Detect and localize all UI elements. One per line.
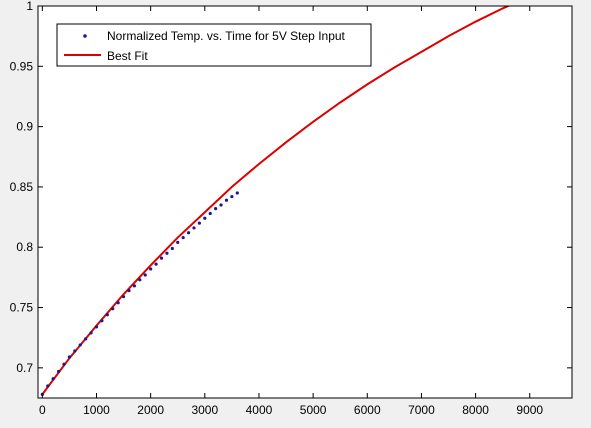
data-point [78,343,82,347]
data-point [197,221,201,225]
data-point [176,240,180,245]
data-point [143,273,147,277]
axes-background [38,6,572,398]
x-tick-label: 8000 [462,403,489,417]
data-point [100,319,104,323]
x-tick-label: 5000 [300,403,327,417]
data-point [73,349,77,353]
plot-area [40,6,572,396]
x-axis-ticks: 0 1000 2000 3000 4000 5000 6000 7000 8000 9000 [39,6,543,417]
y-tick-label: 0.8 [16,240,33,254]
best-fit-line [41,6,572,395]
data-point [149,267,153,271]
legend: Normalized Temp. vs. Time for 5V Step In… [56,23,372,67]
data-point [62,362,66,366]
data-point [56,369,61,374]
x-tick-label: 7000 [408,403,435,417]
legend-label-data: Normalized Temp. vs. Time for 5V Step In… [107,29,346,43]
y-tick-label: 0.9 [16,120,33,134]
data-point [214,207,218,211]
y-tick-label: 0.85 [10,180,34,194]
data-point [208,211,212,216]
data-point [224,198,229,202]
data-point [116,301,120,305]
data-point [132,284,136,288]
legend-entry-fit: Best Fit [64,49,148,63]
data-point [186,231,191,235]
x-tick-label: 2000 [137,403,164,417]
legend-label-fit: Best Fit [107,49,148,63]
x-tick-label: 4000 [246,403,273,417]
x-tick-label: 1000 [83,403,110,417]
data-point [84,337,88,341]
x-tick-label: 6000 [354,403,381,417]
legend-entry-data: Normalized Temp. vs. Time for 5V Step In… [83,29,346,43]
data-point [105,313,109,317]
data-point [94,325,99,329]
data-point [192,226,196,230]
y-tick-label: 0.7 [16,361,33,375]
x-tick-label: 3000 [191,403,218,417]
data-point [111,307,115,311]
x-tick-label: 9000 [516,403,543,417]
y-tick-label: 1 [26,0,33,13]
data-point [181,235,185,240]
data-point [230,194,234,199]
data-point [203,216,207,220]
data-point [51,377,55,381]
data-point [67,355,72,359]
data-point [46,384,50,388]
y-tick-label: 0.75 [10,301,34,315]
data-point [154,262,158,266]
data-point [165,251,169,255]
data-point [170,246,174,251]
y-axis-ticks: 0.7 0.75 0.8 0.85 0.9 0.95 1 [10,0,572,375]
axes-frame [37,5,573,399]
data-point [127,289,131,293]
data-point [219,203,223,207]
data-point [121,295,126,299]
data-point [89,331,93,335]
x-tick-label: 0 [39,403,46,417]
data-point [159,256,164,260]
legend-marker-icon [83,34,87,38]
legend-box [56,23,372,67]
data-point [235,191,239,195]
data-point [138,278,142,282]
y-tick-label: 0.95 [10,59,34,73]
